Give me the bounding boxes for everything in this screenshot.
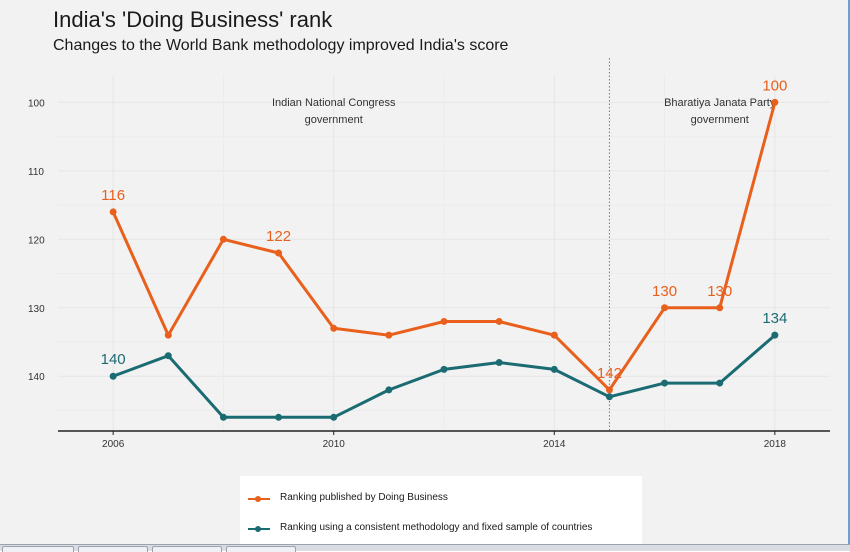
taskbar-tab[interactable]	[226, 546, 296, 552]
data-point-0	[385, 331, 393, 339]
x-tick-label: 2006	[102, 439, 125, 450]
data-point-0	[605, 386, 613, 394]
y-tick-label: 130	[28, 304, 45, 315]
data-point-1	[385, 386, 393, 394]
data-label-0: 130	[707, 283, 732, 300]
data-point-0	[109, 208, 117, 216]
data-point-0	[164, 331, 172, 339]
data-label-0: 130	[652, 283, 677, 300]
x-tick-label: 2010	[323, 439, 346, 450]
legend-label-consistent: Ranking using a consistent methodology a…	[280, 522, 593, 533]
annotation-label: government	[691, 114, 749, 126]
data-point-0	[440, 317, 448, 325]
y-tick-label: 140	[28, 372, 45, 383]
x-tick-label: 2018	[764, 439, 787, 450]
chart-subtitle: Changes to the World Bank methodology im…	[53, 37, 509, 54]
chart-title: India's 'Doing Business' rank	[53, 7, 333, 32]
y-tick-label: 100	[28, 98, 45, 109]
y-tick-label: 120	[28, 235, 45, 246]
legend-dot-consistent	[255, 526, 261, 532]
data-point-1	[550, 365, 558, 373]
data-point-0	[275, 249, 283, 257]
data-point-0	[495, 317, 503, 325]
taskbar-tab[interactable]	[2, 546, 74, 552]
data-point-1	[771, 331, 779, 339]
annotation-label: government	[305, 114, 363, 126]
data-point-1	[605, 393, 613, 401]
data-point-1	[330, 413, 338, 421]
data-label-1: 140	[101, 351, 126, 368]
data-point-1	[275, 413, 283, 421]
chart-legend: Ranking published by Doing Business Rank…	[240, 476, 642, 546]
data-label-0: 142	[597, 365, 622, 382]
data-label-1: 134	[762, 310, 787, 327]
taskbar-tab[interactable]	[152, 546, 222, 552]
data-label-0: 116	[101, 187, 125, 204]
legend-label-published: Ranking published by Doing Business	[280, 492, 448, 503]
data-point-0	[771, 98, 779, 106]
data-label-0: 100	[762, 77, 787, 94]
legend-dot-published	[255, 496, 261, 502]
taskbar	[0, 544, 850, 552]
x-tick-label: 2014	[543, 439, 566, 450]
data-point-0	[661, 304, 669, 312]
data-label-0: 122	[266, 228, 291, 245]
data-point-0	[330, 324, 338, 332]
taskbar-tab[interactable]	[78, 546, 148, 552]
data-point-0	[550, 331, 558, 339]
data-point-1	[716, 379, 724, 387]
data-point-1	[109, 372, 117, 380]
y-tick-label: 110	[28, 167, 44, 178]
data-point-0	[716, 304, 724, 312]
data-point-1	[661, 379, 669, 387]
data-point-0	[219, 235, 227, 243]
annotation-label: Bharatiya Janata Party	[664, 97, 776, 109]
data-point-1	[495, 359, 503, 367]
data-point-1	[219, 413, 227, 421]
annotation-label: Indian National Congress	[272, 97, 396, 109]
data-point-1	[164, 352, 172, 360]
data-point-1	[440, 365, 448, 373]
